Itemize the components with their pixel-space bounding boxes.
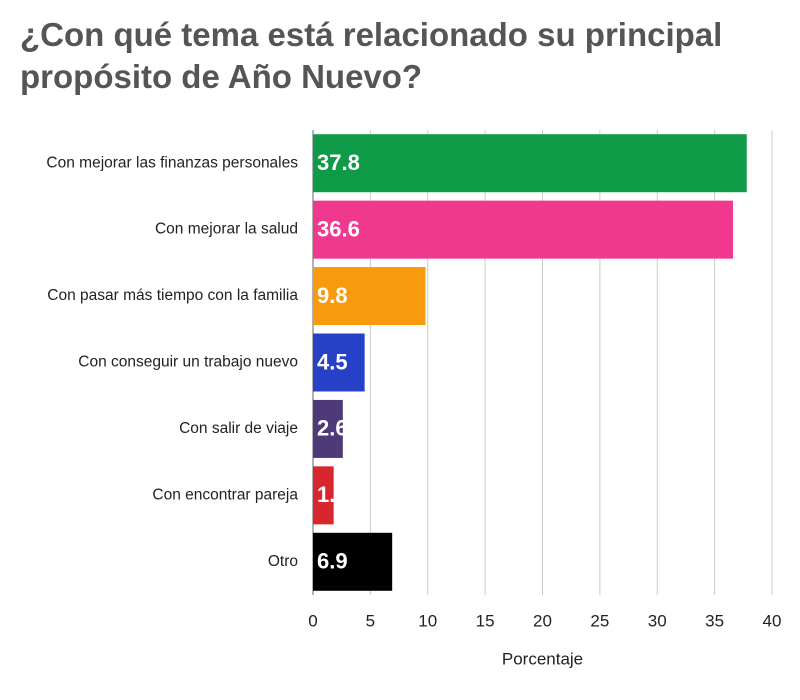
y-tick-label: Con encontrar pareja	[152, 486, 298, 503]
y-tick-label: Con salir de viaje	[179, 420, 298, 437]
y-tick-label: Con mejorar la salud	[155, 221, 298, 238]
x-tick-label: 0	[308, 611, 317, 630]
bar	[313, 200, 733, 259]
value-label: 1.8	[317, 482, 348, 507]
value-label: 36.6	[317, 216, 360, 241]
value-label: 4.5	[317, 349, 348, 374]
bar	[313, 399, 343, 458]
x-tick-label: 40	[763, 611, 782, 630]
x-tick-label: 10	[418, 611, 437, 630]
x-tick-label: 25	[590, 611, 609, 630]
value-label: 37.8	[317, 150, 360, 175]
bar	[313, 134, 747, 193]
y-tick-label: Con pasar más tiempo con la familia	[47, 287, 298, 304]
x-tick-label: 5	[366, 611, 375, 630]
chart-title: ¿Con qué tema está relacionado su princi…	[20, 16, 723, 95]
bar	[313, 532, 393, 591]
x-tick-label: 35	[705, 611, 724, 630]
bar	[313, 267, 426, 326]
bar	[313, 333, 365, 392]
bar	[313, 466, 334, 525]
value-label: 6.9	[317, 549, 348, 574]
x-tick-label: 15	[476, 611, 495, 630]
x-tick-label: 20	[533, 611, 552, 630]
x-axis-label: Porcentaje	[502, 649, 583, 668]
y-tick-label: Otro	[268, 553, 298, 570]
x-tick-label: 30	[648, 611, 667, 630]
y-tick-label: Con mejorar las finanzas personales	[46, 154, 298, 171]
y-tick-label: Con conseguir un trabajo nuevo	[78, 354, 298, 371]
value-label: 9.8	[317, 283, 348, 308]
value-label: 2.6	[317, 416, 348, 441]
